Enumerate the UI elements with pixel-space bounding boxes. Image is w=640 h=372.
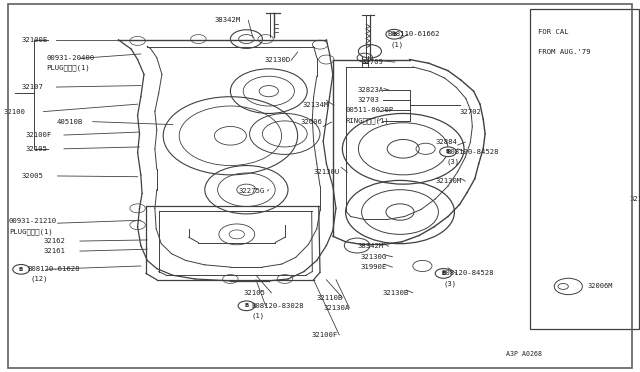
Text: PLUGプラグ(1): PLUGプラグ(1) — [46, 64, 90, 71]
Text: 32006: 32006 — [301, 119, 323, 125]
Circle shape — [435, 269, 452, 278]
Text: 32130G: 32130G — [360, 254, 387, 260]
Text: 32884: 32884 — [435, 139, 457, 145]
Text: 38342M: 38342M — [357, 243, 383, 249]
Text: B: B — [446, 149, 450, 154]
Text: 32107: 32107 — [21, 84, 43, 90]
Text: 32100F: 32100F — [26, 132, 52, 138]
Text: 32100F: 32100F — [312, 332, 338, 338]
Text: 00931-20400: 00931-20400 — [46, 55, 94, 61]
Text: 32130U: 32130U — [314, 169, 340, 175]
Circle shape — [386, 29, 403, 39]
Text: 32100E: 32100E — [21, 37, 47, 43]
Text: 32823A: 32823A — [357, 87, 383, 93]
Text: 32130: 32130 — [629, 196, 640, 202]
Text: 32105: 32105 — [243, 290, 265, 296]
Text: 32162: 32162 — [44, 238, 65, 244]
Circle shape — [238, 301, 255, 311]
Text: (1): (1) — [390, 41, 404, 48]
Text: RINGリング(1): RINGリング(1) — [346, 117, 389, 124]
Text: B08120-83028: B08120-83028 — [252, 303, 304, 309]
Text: B08120-61628: B08120-61628 — [28, 266, 80, 272]
Text: B: B — [392, 32, 396, 37]
Text: 32275G: 32275G — [239, 188, 265, 194]
Text: (12): (12) — [31, 276, 48, 282]
Text: (3): (3) — [444, 280, 457, 287]
Text: A3P A0268: A3P A0268 — [506, 351, 541, 357]
Text: 32134M: 32134M — [303, 102, 329, 108]
Text: 32005: 32005 — [21, 173, 43, 179]
Text: B08120-84528: B08120-84528 — [446, 149, 499, 155]
Text: 31990E: 31990E — [360, 264, 387, 270]
Text: B: B — [19, 267, 23, 272]
Circle shape — [440, 147, 456, 157]
Bar — [530, 9, 639, 329]
Text: 38342M: 38342M — [214, 17, 241, 23]
Text: 32105: 32105 — [26, 146, 47, 152]
Text: 32130M: 32130M — [435, 178, 461, 184]
Text: 00931-21210: 00931-21210 — [9, 218, 57, 224]
Text: (1): (1) — [252, 313, 265, 320]
Text: PLUGプラグ(1): PLUGプラグ(1) — [9, 228, 52, 235]
Text: 32110B: 32110B — [316, 295, 342, 301]
Text: 32702: 32702 — [460, 109, 481, 115]
Text: 40510B: 40510B — [56, 119, 83, 125]
Text: 32130A: 32130A — [323, 305, 349, 311]
Text: B: B — [244, 303, 248, 308]
Text: 00511-0020P: 00511-0020P — [346, 108, 394, 113]
Text: (3): (3) — [446, 158, 460, 165]
Text: B08110-61662: B08110-61662 — [387, 31, 440, 37]
Text: 32703: 32703 — [357, 97, 379, 103]
Text: 32006M: 32006M — [588, 283, 613, 289]
Text: FROM AUG.'79: FROM AUG.'79 — [538, 49, 590, 55]
Circle shape — [13, 264, 29, 274]
Text: 32161: 32161 — [44, 248, 65, 254]
Text: 32130B: 32130B — [383, 290, 409, 296]
Text: 32709: 32709 — [362, 59, 383, 65]
Text: FOR CAL: FOR CAL — [538, 29, 568, 35]
Text: B: B — [442, 271, 445, 276]
Text: B08120-84528: B08120-84528 — [442, 270, 494, 276]
Text: 32100: 32100 — [4, 109, 26, 115]
Text: 32130D: 32130D — [264, 57, 291, 63]
